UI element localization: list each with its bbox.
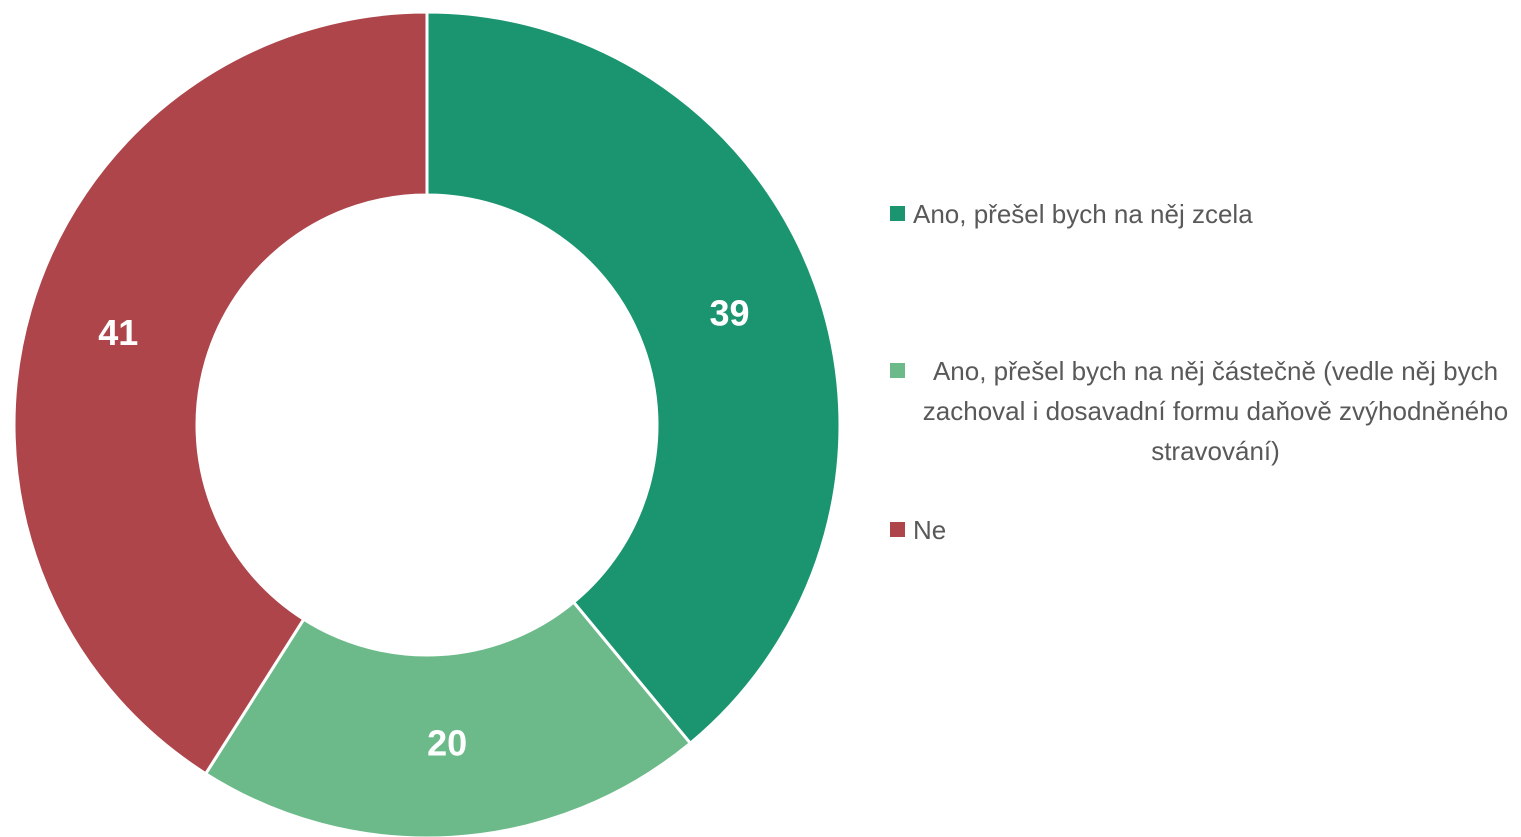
legend-swatch xyxy=(890,522,905,537)
donut-segment xyxy=(12,10,429,776)
legend-swatch xyxy=(890,363,905,378)
data-label: 39 xyxy=(709,293,749,334)
chart: 39 20 41 xyxy=(12,10,842,837)
legend-item: Ne xyxy=(888,510,1518,550)
data-label: 41 xyxy=(98,312,138,353)
donut-segment xyxy=(425,10,842,746)
legend-item: Ano, přešel bych na něj zcela xyxy=(888,194,1518,234)
donut-segment xyxy=(203,600,693,837)
data-label: 20 xyxy=(427,722,467,763)
legend-label: Ano, přešel bych na něj částečně (vedle … xyxy=(922,356,1509,466)
legend-item: Ano, přešel bych na něj částečně (vedle … xyxy=(888,351,1518,471)
legend-label: Ano, přešel bych na něj zcela xyxy=(913,199,1253,229)
legend-swatch xyxy=(890,206,905,221)
legend-label: Ne xyxy=(913,515,947,545)
